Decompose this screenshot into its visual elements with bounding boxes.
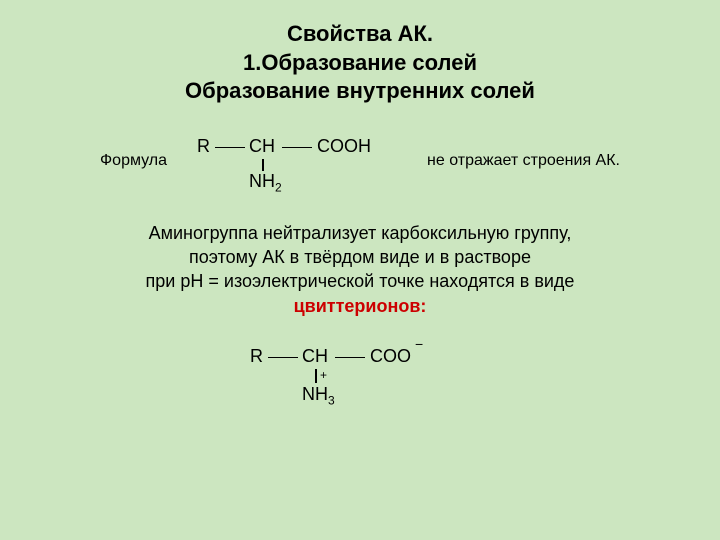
bond-v-1 — [262, 159, 264, 171]
charge-minus: − — [415, 336, 423, 352]
formula-row: Формула R CH COOH NH2 не отражает строен… — [40, 131, 680, 191]
chemical-formula-neutral: R CH COOH NH2 — [197, 131, 397, 191]
nh2-text: NH — [249, 171, 275, 191]
coo-text: COO — [370, 346, 411, 366]
atom-ch: CH — [249, 136, 275, 157]
formula-label: Формула — [100, 152, 167, 170]
para-highlight: цвиттерионов: — [40, 294, 680, 318]
bond-h-4 — [335, 357, 365, 359]
title-line-2: 1.Образование солей — [40, 49, 680, 78]
nh2-sub: 2 — [275, 180, 282, 194]
charge-plus: + — [320, 368, 327, 382]
bond-h-1 — [215, 147, 245, 149]
title-line-1: Свойства АК. — [40, 20, 680, 49]
bond-v-2 — [315, 369, 317, 383]
formula-note: не отражает строения АК. — [427, 152, 620, 170]
bond-h-2 — [282, 147, 312, 149]
bond-h-3 — [268, 357, 298, 359]
para-line-1: Аминогруппа нейтрализует карбоксильную г… — [40, 221, 680, 245]
paragraph-block: Аминогруппа нейтрализует карбоксильную г… — [40, 221, 680, 318]
title-block: Свойства АК. 1.Образование солей Образов… — [40, 20, 680, 106]
chemical-formula-zwitterion: R CH COO − + NH3 — [250, 338, 470, 408]
atom-ch-2: CH — [302, 346, 328, 367]
nh3-text: NH — [302, 384, 328, 404]
title-line-3: Образование внутренних солей — [40, 77, 680, 106]
nh3-sub: 3 — [328, 394, 335, 408]
atom-nh2: NH2 — [249, 171, 282, 195]
para-line-3: при рН = изоэлектрической точке находятс… — [40, 269, 680, 293]
atom-r-2: R — [250, 346, 263, 367]
atom-coo: COO — [370, 346, 411, 367]
atom-nh3: NH3 — [302, 384, 335, 408]
atom-cooh: COOH — [317, 136, 371, 157]
atom-r: R — [197, 136, 210, 157]
para-line-2: поэтому АК в твёрдом виде и в растворе — [40, 245, 680, 269]
